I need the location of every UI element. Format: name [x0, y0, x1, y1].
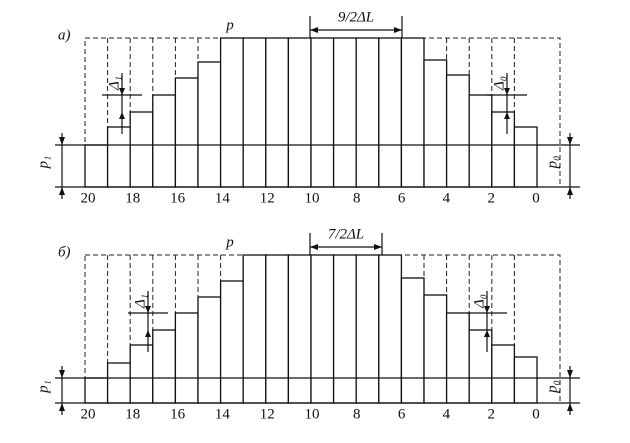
- axis-label: 14: [215, 190, 231, 206]
- bar: [400, 37, 425, 188]
- bar: [287, 37, 312, 188]
- span-label: 9/2ΔL: [338, 9, 374, 25]
- delta-label: Δ₁: [106, 76, 122, 91]
- axis-label: 10: [305, 190, 320, 206]
- bar: [445, 312, 470, 404]
- bar: [219, 37, 244, 188]
- bar: [468, 329, 493, 404]
- bar: [242, 37, 267, 188]
- delta-label: Δ₁: [132, 294, 148, 309]
- arrow-head: [504, 88, 510, 119]
- bar: [174, 312, 199, 404]
- bar: [378, 254, 403, 404]
- bar: [423, 59, 448, 188]
- bar: [197, 296, 222, 404]
- bar: [491, 344, 516, 404]
- axis-label: 4: [443, 190, 451, 206]
- axis-label: 20: [81, 190, 96, 206]
- panel-label: б): [58, 244, 71, 260]
- bar: [378, 37, 403, 188]
- axis-label: 14: [215, 406, 231, 422]
- bar: [355, 37, 380, 188]
- arrow-head: [310, 244, 382, 250]
- bar: [468, 94, 493, 188]
- axis-label: 12: [260, 406, 275, 422]
- axis-label: 18: [125, 406, 140, 422]
- axis-label: 2: [487, 406, 495, 422]
- axis-label: 16: [170, 190, 186, 206]
- bar: [287, 254, 312, 404]
- bar: [84, 144, 109, 188]
- bar: [355, 254, 380, 404]
- p-label: p: [225, 17, 234, 33]
- arrow-head: [145, 306, 151, 337]
- bar: [174, 77, 199, 188]
- bar: [423, 294, 448, 404]
- bar: [513, 356, 538, 404]
- axis-label: 4: [443, 406, 451, 422]
- p-left-label: p₁: [35, 380, 51, 394]
- bar: [106, 126, 131, 188]
- axis-label: 6: [398, 190, 406, 206]
- delta-label: Δ₀: [491, 76, 507, 91]
- bar: [265, 37, 290, 188]
- bar: [332, 254, 357, 404]
- axis-label: 16: [170, 406, 186, 422]
- panel-label: а): [58, 27, 71, 43]
- p-right-label: p₀: [544, 380, 560, 394]
- bar: [265, 254, 290, 404]
- bar: [219, 280, 244, 404]
- arrow-head: [119, 88, 125, 119]
- p-right-label: p₀: [544, 156, 560, 170]
- delta-label: Δ₀: [471, 294, 487, 309]
- axis-label: 2: [487, 190, 495, 206]
- bar: [491, 111, 516, 188]
- axis-label: 8: [353, 190, 361, 206]
- p-label: p: [225, 234, 234, 250]
- arrow-head: [484, 306, 490, 337]
- axis-label: 10: [305, 406, 320, 422]
- bar: [129, 344, 154, 404]
- bar: [106, 362, 131, 404]
- axis-label: 18: [125, 190, 140, 206]
- bar: [445, 74, 470, 188]
- axis-label: 0: [532, 406, 540, 422]
- axis-label: 6: [398, 406, 406, 422]
- p-left-label: p₁: [35, 156, 51, 170]
- axis-label: 0: [532, 190, 540, 206]
- axis-label: 12: [260, 190, 275, 206]
- bar: [84, 377, 109, 404]
- bar: [197, 61, 222, 188]
- bar: [513, 126, 538, 188]
- bar: [310, 254, 335, 404]
- span-label: 7/2ΔL: [328, 226, 364, 242]
- bar: [332, 37, 357, 188]
- bar: [129, 111, 154, 188]
- bar: [242, 254, 267, 404]
- bar: [400, 277, 425, 404]
- axis-label: 20: [81, 406, 96, 422]
- bar: [310, 37, 335, 188]
- bar: [152, 94, 177, 188]
- axis-label: 8: [353, 406, 361, 422]
- bar: [152, 329, 177, 404]
